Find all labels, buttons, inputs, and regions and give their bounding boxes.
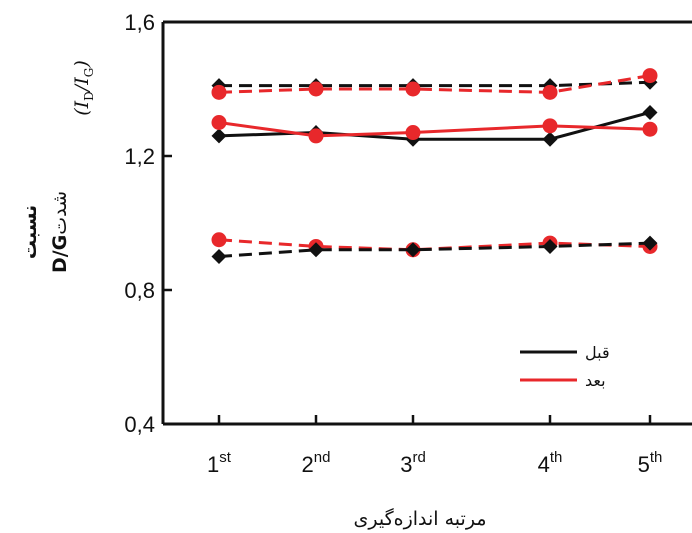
x-tick-label: 4th: [538, 449, 563, 477]
point-before: [211, 128, 227, 144]
point-after: [211, 115, 227, 130]
svg-text:(ID/IG): (ID/IG): [71, 60, 96, 116]
point-after: [308, 128, 324, 144]
y-tick-label: 1,6: [124, 10, 155, 35]
y-axis-title-line1: نسبت: [19, 205, 41, 259]
series-line-before-0: [219, 80, 651, 88]
series-line-after-1: [218, 74, 651, 94]
point-after: [542, 118, 558, 134]
x-tick-label: 2nd: [302, 449, 331, 477]
point-after: [405, 125, 421, 141]
series-line-before-5: [218, 241, 651, 258]
y-axis-title-dg: D/G: [49, 235, 71, 273]
point-before: [542, 131, 558, 147]
point-after: [642, 121, 658, 137]
point-before: [211, 249, 227, 264]
y-axis-title-intensity: شدت: [49, 191, 71, 235]
y-axis-title: نسبت D/Gشدت: [19, 191, 71, 273]
point-before: [642, 104, 658, 120]
y-tick-label: 1,2: [124, 144, 155, 169]
y-tick-label: 0,4: [124, 412, 155, 437]
point-after: [405, 81, 421, 97]
x-tick-label: 3rd: [400, 449, 426, 477]
tick-labels: 0,4 0,8 1,2 1,6 1st 2nd 3rd 4th 5th: [124, 10, 662, 477]
x-tick-label: 1st: [207, 449, 232, 477]
x-axis-title: مرتبه اندازه‌گیری: [354, 507, 487, 530]
point-after: [211, 84, 227, 100]
point-before: [405, 242, 421, 258]
x-tick-label: 5th: [638, 449, 663, 477]
y-tick-label: 0,8: [124, 278, 155, 303]
ratio-label: (ID/IG): [71, 60, 96, 116]
point-before: [642, 235, 658, 251]
point-before: [542, 238, 558, 254]
point-after: [211, 232, 227, 248]
axes: [161, 20, 692, 426]
y-axis-title-line2: D/Gشدت: [49, 191, 71, 273]
point-after: [308, 81, 324, 97]
legend-label-after: بعد: [585, 371, 606, 390]
legend: قبل بعد: [520, 343, 610, 390]
point-before: [308, 242, 324, 258]
series-layer: [211, 68, 658, 264]
point-after: [542, 84, 558, 100]
point-after: [642, 68, 658, 84]
legend-label-before: قبل: [585, 343, 610, 362]
